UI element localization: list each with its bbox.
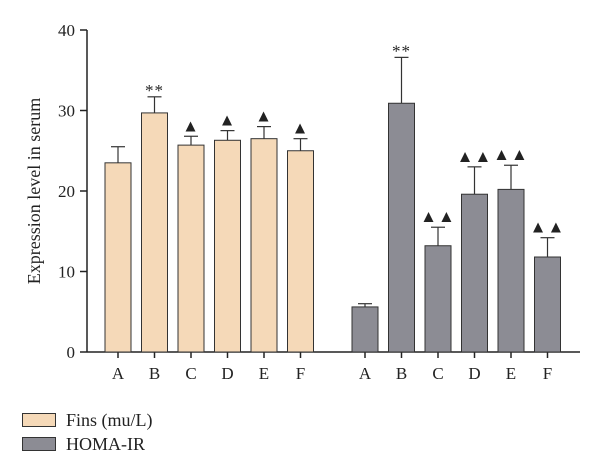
significance-marker: ▲ <box>219 111 237 130</box>
x-tick-label: C <box>185 364 196 383</box>
x-tick-label: D <box>468 364 480 383</box>
bar-fins-B <box>141 112 168 353</box>
x-tick-label: E <box>259 364 269 383</box>
x-tick-label: D <box>221 364 233 383</box>
x-tick-label: B <box>149 364 160 383</box>
bar-fins-F <box>287 150 314 353</box>
y-tick-label: 0 <box>67 343 76 362</box>
bar-homa-ir-F <box>534 256 561 353</box>
y-tick-label: 10 <box>58 263 75 282</box>
x-tick-label: A <box>112 364 125 383</box>
bar-homa-ir-B <box>388 102 415 353</box>
bar-fins-C <box>177 144 205 353</box>
bar-homa-ir-C <box>424 245 452 353</box>
bar-fins-D <box>214 139 241 353</box>
x-tick-label: A <box>359 364 372 383</box>
legend-label-fins: Fins (mu/L) <box>66 409 153 430</box>
significance-marker: ▲▲ <box>420 207 456 226</box>
significance-marker: ** <box>145 81 164 100</box>
bars: **▲ ▲ ▲▲**▲▲▲▲ ▲▲▲▲ <box>104 41 566 353</box>
legend-swatch-homa-ir <box>22 437 56 451</box>
y-tick-label: 30 <box>58 102 75 121</box>
legend-item-homa-ir: HOMA-IR <box>22 432 153 456</box>
x-tick-label: F <box>296 364 305 383</box>
y-axis: 0 10 20 30 40 <box>58 21 88 362</box>
y-tick-label: 20 <box>58 182 75 201</box>
y-tick-label: 40 <box>58 21 75 40</box>
x-tick-label: E <box>506 364 516 383</box>
x-tick-label: B <box>396 364 407 383</box>
bar-fins-A <box>104 162 132 353</box>
significance-marker: ** <box>392 41 411 60</box>
legend-item-fins: Fins (mu/L) <box>22 408 153 432</box>
bar-homa-ir-E <box>497 188 525 353</box>
legend: Fins (mu/L) HOMA-IR <box>22 408 153 456</box>
y-axis-title: Expression level in serum <box>24 98 44 284</box>
significance-marker: ▲ <box>292 119 310 138</box>
x-tick-label: F <box>543 364 552 383</box>
legend-swatch-fins <box>22 413 56 427</box>
bar-fins-E <box>250 138 278 353</box>
significance-marker: ▲▲ <box>493 145 529 164</box>
x-tick-label: C <box>432 364 443 383</box>
bar-homa-ir-A <box>351 306 379 353</box>
bar-homa-ir-D <box>461 193 488 353</box>
significance-marker: ▲ <box>182 116 200 135</box>
legend-label-homa-ir: HOMA-IR <box>66 433 145 454</box>
significance-marker: ▲ <box>255 107 273 126</box>
significance-marker: ▲▲ <box>457 147 493 166</box>
significance-marker: ▲▲ <box>530 218 566 237</box>
